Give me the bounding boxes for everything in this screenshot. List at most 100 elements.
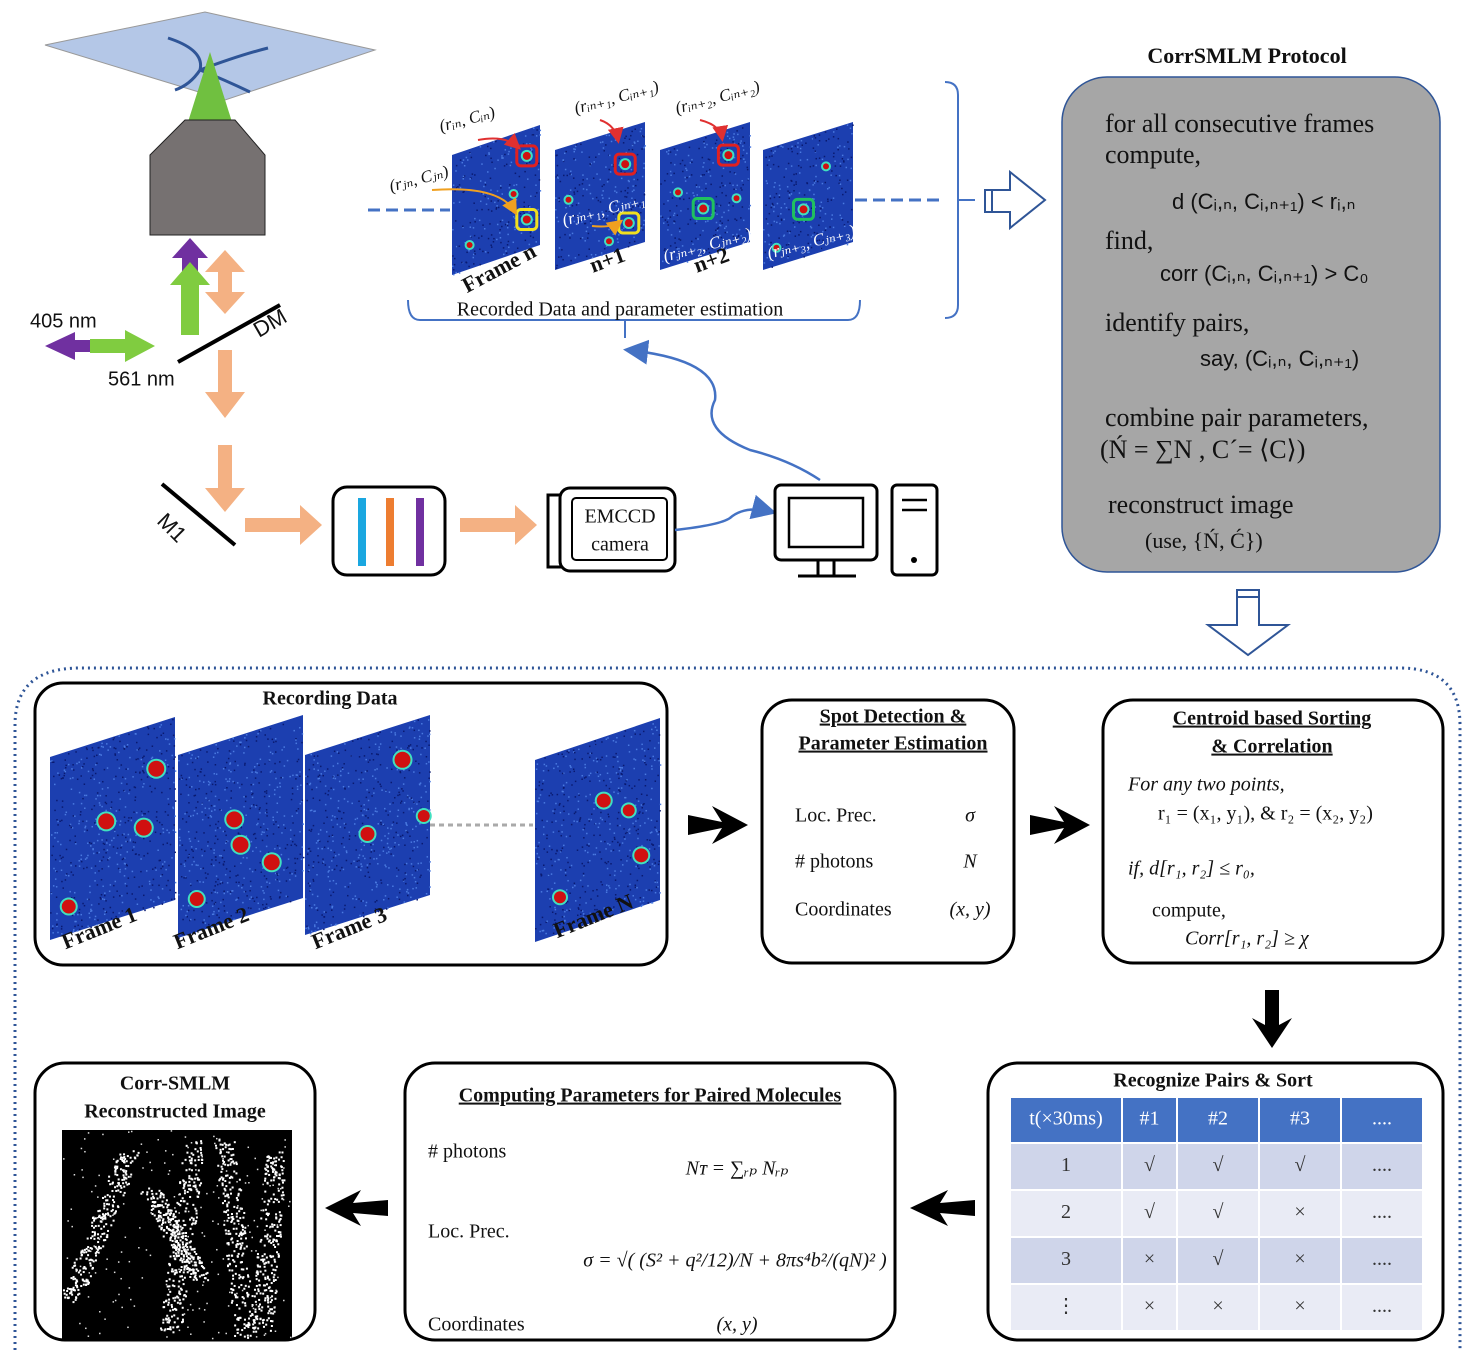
noise bbox=[496, 205, 498, 207]
noise bbox=[383, 899, 385, 901]
dot bbox=[87, 1254, 89, 1256]
noise bbox=[595, 854, 597, 856]
noise bbox=[613, 740, 615, 742]
noise bbox=[392, 802, 394, 804]
noise bbox=[295, 739, 297, 741]
noise bbox=[87, 855, 89, 857]
dot bbox=[280, 1236, 282, 1238]
noise bbox=[700, 175, 702, 177]
noise bbox=[80, 914, 82, 916]
noise bbox=[575, 146, 577, 148]
noise bbox=[230, 753, 232, 755]
noise bbox=[742, 206, 744, 208]
noise bbox=[274, 848, 276, 850]
noise bbox=[344, 798, 346, 800]
dot bbox=[104, 1239, 106, 1241]
noise bbox=[99, 754, 101, 756]
noise bbox=[174, 898, 176, 900]
noise bbox=[565, 872, 567, 874]
dot bbox=[276, 1266, 278, 1268]
dot bbox=[170, 1255, 172, 1257]
dot bbox=[190, 1255, 192, 1257]
noise bbox=[206, 902, 208, 904]
noise bbox=[539, 931, 541, 933]
noise bbox=[555, 803, 557, 805]
noise bbox=[282, 777, 284, 779]
noise bbox=[278, 890, 280, 892]
noise bbox=[795, 145, 797, 147]
row-value: σ bbox=[965, 805, 976, 827]
noise bbox=[420, 862, 422, 864]
dot bbox=[194, 1276, 196, 1278]
noise bbox=[603, 150, 605, 152]
noise bbox=[566, 889, 568, 891]
dot bbox=[64, 1297, 66, 1299]
noise bbox=[309, 769, 311, 771]
noise bbox=[264, 796, 266, 798]
dot bbox=[161, 1224, 163, 1226]
dot bbox=[151, 1198, 153, 1200]
dot bbox=[268, 1317, 270, 1319]
dot bbox=[69, 1288, 71, 1290]
noise bbox=[62, 856, 64, 858]
noise bbox=[179, 837, 181, 839]
noise bbox=[56, 919, 58, 921]
dot bbox=[280, 1165, 282, 1167]
noise bbox=[696, 194, 698, 196]
noise bbox=[589, 757, 591, 759]
dot bbox=[192, 1222, 194, 1224]
noise bbox=[71, 768, 73, 770]
noise bbox=[599, 780, 601, 782]
noise bbox=[115, 748, 117, 750]
noise bbox=[234, 770, 236, 772]
noise bbox=[706, 144, 708, 146]
dot bbox=[103, 1207, 105, 1209]
noise bbox=[395, 832, 397, 834]
noise bbox=[842, 155, 844, 157]
noise bbox=[220, 902, 222, 904]
noise bbox=[747, 167, 749, 169]
noise bbox=[181, 909, 183, 911]
noise bbox=[56, 896, 58, 898]
dot bbox=[224, 1188, 226, 1190]
dot bbox=[186, 1268, 188, 1270]
dot bbox=[74, 1262, 76, 1264]
dot bbox=[263, 1326, 265, 1328]
noise bbox=[620, 776, 622, 778]
noise bbox=[215, 891, 217, 893]
noise bbox=[549, 906, 551, 908]
noise bbox=[399, 892, 401, 894]
dot bbox=[244, 1227, 246, 1229]
noise bbox=[150, 899, 152, 901]
dot bbox=[192, 1154, 194, 1156]
noise bbox=[311, 829, 313, 831]
noise bbox=[413, 866, 415, 868]
noise bbox=[311, 754, 313, 756]
dot bbox=[176, 1296, 178, 1298]
noise bbox=[833, 131, 835, 133]
noise bbox=[574, 193, 576, 195]
noise bbox=[549, 795, 551, 797]
noise bbox=[174, 788, 176, 790]
noise bbox=[621, 774, 623, 776]
noise bbox=[217, 748, 219, 750]
noise bbox=[411, 808, 413, 810]
noise bbox=[132, 871, 134, 873]
noise bbox=[65, 765, 67, 767]
noise bbox=[161, 824, 163, 826]
noise bbox=[332, 840, 334, 842]
noise bbox=[546, 891, 548, 893]
noise bbox=[777, 203, 779, 205]
noise bbox=[214, 773, 216, 775]
noise bbox=[403, 838, 405, 840]
noise bbox=[362, 814, 364, 816]
dot bbox=[202, 1232, 204, 1234]
annotation: (rᵢₙ₊₂, Cᵢₙ₊₂) bbox=[673, 77, 762, 118]
dot bbox=[267, 1182, 269, 1184]
noise bbox=[218, 908, 220, 910]
noise bbox=[798, 165, 800, 167]
noise bbox=[637, 829, 639, 831]
noise bbox=[569, 173, 571, 175]
noise bbox=[209, 825, 211, 827]
noise bbox=[578, 808, 580, 810]
